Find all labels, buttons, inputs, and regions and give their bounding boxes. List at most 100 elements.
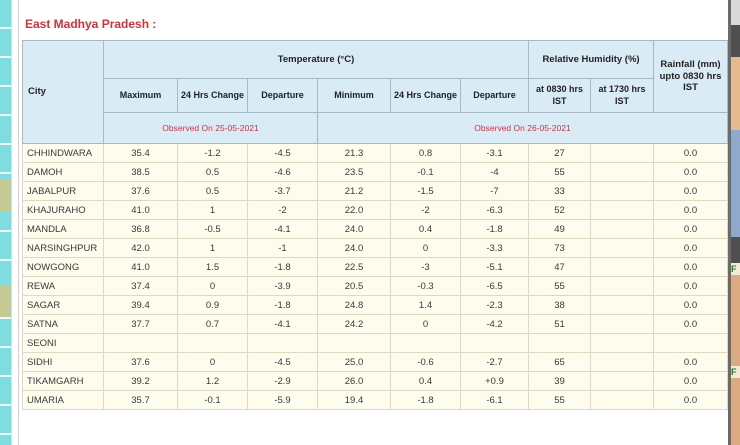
background-window-text: F — [731, 263, 740, 275]
max-departure-cell: -1 — [247, 238, 318, 258]
max-departure-cell: -2.9 — [247, 371, 318, 391]
observed-date-row: Observed On 25-05-2021 Observed On 26-05… — [23, 112, 729, 144]
rainfall-cell: 0.0 — [653, 276, 729, 296]
max-change-cell: 1.2 — [177, 371, 248, 391]
max-departure-cell: -4.5 — [247, 143, 318, 163]
min-departure-cell: -1.8 — [460, 219, 529, 239]
rainfall-cell: 0.0 — [653, 371, 729, 391]
city-cell: NOWGONG — [22, 257, 104, 277]
max-departure-cell: -1.8 — [247, 295, 318, 315]
max-temp-cell: 36.8 — [103, 219, 178, 239]
rh-0830-cell: 55 — [528, 162, 591, 182]
min-departure-cell: -2.3 — [460, 295, 529, 315]
column-header-rh-0830: at 0830 hrs IST — [528, 78, 591, 113]
window-border — [728, 0, 731, 445]
table-row: SEONI — [22, 333, 729, 353]
min-departure-cell: -6.1 — [460, 390, 529, 410]
min-temp-cell: 21.3 — [317, 143, 391, 163]
column-header-city: City — [22, 40, 104, 144]
table-row: MANDLA 36.8 -0.5 -4.1 24.0 0.4 -1.8 49 0… — [22, 219, 729, 239]
min-temp-cell: 24.0 — [317, 219, 391, 239]
rh-0830-cell: 49 — [528, 219, 591, 239]
min-departure-cell: -6.3 — [460, 200, 529, 220]
header-group-row: City Temperature (°C) Relative Humidity … — [22, 40, 729, 144]
rainfall-cell: 0.0 — [653, 219, 729, 239]
rainfall-cell: 0.0 — [653, 314, 729, 334]
max-temp-cell: 39.4 — [103, 295, 178, 315]
max-departure-cell: -2 — [247, 200, 318, 220]
table-row: KHAJURAHO 41.0 1 -2 22.0 -2 -6.3 52 0.0 — [22, 200, 729, 220]
rh-1730-cell — [589, 181, 655, 201]
min-temp-cell: 22.0 — [317, 200, 391, 220]
city-cell: SIDHI — [22, 352, 104, 372]
min-departure-cell: +0.9 — [460, 371, 529, 391]
rh-0830-cell: 38 — [528, 295, 591, 315]
min-change-cell: 0 — [390, 238, 461, 258]
left-strip-olive-segment — [0, 285, 11, 317]
column-header-maximum: Maximum — [103, 78, 178, 113]
min-departure-cell: -3.1 — [460, 143, 529, 163]
background-window-segment — [731, 25, 740, 57]
table-row: DAMOH 38.5 0.5 -4.6 23.5 -0.1 -4 55 0.0 — [22, 162, 729, 182]
max-change-cell — [177, 333, 248, 353]
rh-1730-cell — [589, 238, 655, 258]
max-change-cell: 1 — [177, 238, 248, 258]
table-row: SAGAR 39.4 0.9 -1.8 24.8 1.4 -2.3 38 0.0 — [22, 295, 729, 315]
max-departure-cell: -4.1 — [247, 314, 318, 334]
city-cell: NARSINGHPUR — [22, 238, 104, 258]
rh-1730-cell — [589, 219, 655, 239]
background-window-segment — [731, 0, 740, 25]
min-temp-cell: 26.0 — [317, 371, 391, 391]
min-change-cell: 0 — [390, 314, 461, 334]
table-row: SATNA 37.7 0.7 -4.1 24.2 0 -4.2 51 0.0 — [22, 314, 729, 334]
max-departure-cell: -4.5 — [247, 352, 318, 372]
max-departure-cell — [247, 333, 318, 353]
rainfall-cell: 0.0 — [653, 200, 729, 220]
min-departure-cell: -5.1 — [460, 257, 529, 277]
rh-1730-cell — [589, 371, 655, 391]
max-change-cell: 0.7 — [177, 314, 248, 334]
background-window-text: F — [731, 366, 740, 378]
column-header-max-24hrs-change: 24 Hrs Change — [177, 78, 248, 113]
observed-date-25: Observed On 25-05-2021 — [103, 112, 318, 144]
city-cell: TIKAMGARH — [22, 371, 104, 391]
min-departure-cell: -4 — [460, 162, 529, 182]
column-group-temperature: Temperature (°C) — [103, 40, 529, 79]
table-row: UMARIA 35.7 -0.1 -5.9 19.4 -1.8 -6.1 55 … — [22, 390, 729, 410]
max-change-cell: -0.1 — [177, 390, 248, 410]
table-row: NARSINGHPUR 42.0 1 -1 24.0 0 -3.3 73 0.0 — [22, 238, 729, 258]
city-cell: CHHINDWARA — [22, 143, 104, 163]
rh-0830-cell: 55 — [528, 276, 591, 296]
min-change-cell: -1.5 — [390, 181, 461, 201]
observed-date-26: Observed On 26-05-2021 — [316, 112, 729, 144]
city-cell: UMARIA — [22, 390, 104, 410]
city-cell: DAMOH — [22, 162, 104, 182]
min-change-cell: -3 — [390, 257, 461, 277]
min-temp-cell: 21.2 — [317, 181, 391, 201]
rh-1730-cell — [589, 276, 655, 296]
background-window-edge[interactable]: F F — [731, 0, 740, 445]
rh-0830-cell: 33 — [528, 181, 591, 201]
rh-1730-cell — [589, 333, 655, 353]
rh-1730-cell — [589, 390, 655, 410]
weather-table: City Temperature (°C) Relative Humidity … — [22, 40, 729, 410]
min-temp-cell: 24.2 — [317, 314, 391, 334]
min-temp-cell: 25.0 — [317, 352, 391, 372]
rh-1730-cell — [589, 143, 655, 163]
min-departure-cell: -2.7 — [460, 352, 529, 372]
min-temp-cell: 20.5 — [317, 276, 391, 296]
max-change-cell: 0.5 — [177, 181, 248, 201]
city-cell: SEONI — [22, 333, 104, 353]
rainfall-cell: 0.0 — [653, 352, 729, 372]
max-change-cell: 1 — [177, 200, 248, 220]
min-change-cell: 1.4 — [390, 295, 461, 315]
max-departure-cell: -5.9 — [247, 390, 318, 410]
min-change-cell: -0.6 — [390, 352, 461, 372]
max-change-cell: -1.2 — [177, 143, 248, 163]
city-cell: JABALPUR — [22, 181, 104, 201]
max-temp-cell: 37.7 — [103, 314, 178, 334]
rainfall-cell: 0.0 — [653, 390, 729, 410]
min-departure-cell: -7 — [460, 181, 529, 201]
max-temp-cell: 35.4 — [103, 143, 178, 163]
city-cell: REWA — [22, 276, 104, 296]
